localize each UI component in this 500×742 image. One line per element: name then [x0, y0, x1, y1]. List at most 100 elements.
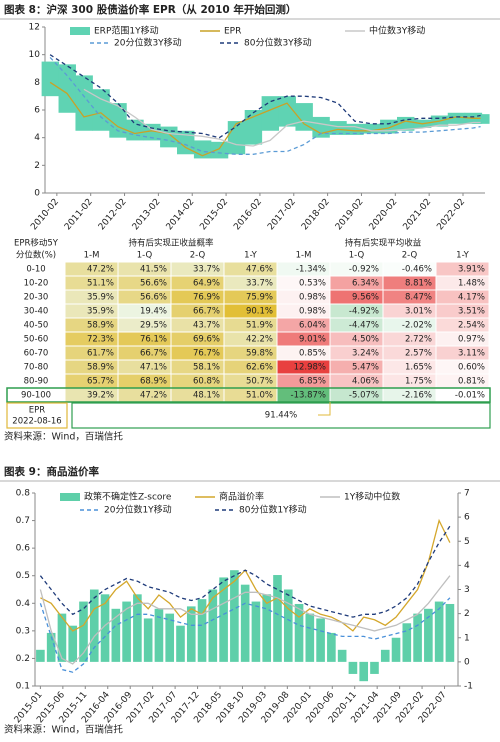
cell-value: 51.1% [87, 279, 114, 289]
cell [65, 318, 118, 332]
y-tick-label: 0.5 [16, 571, 30, 581]
cell [65, 346, 118, 360]
bar [197, 599, 207, 662]
x-tick-label: 2011-02 [63, 197, 95, 232]
cell [118, 374, 171, 388]
cell [436, 346, 489, 360]
cell-value: 47.2% [87, 265, 114, 275]
x-tick-label: 2018-02 [300, 197, 332, 232]
cell-value: 2.54% [458, 321, 485, 331]
cell-value: 19.4% [140, 307, 167, 317]
cell [65, 290, 118, 304]
sub-header: 1-Q [137, 251, 153, 261]
cell-value: -1.34% [296, 265, 326, 275]
cell-value: 47.6% [246, 265, 273, 275]
cell-value: 8.47% [405, 293, 432, 303]
y2-tick-label: 3 [464, 585, 470, 595]
range-band [58, 64, 76, 113]
bar [273, 575, 282, 662]
source-note: 资料来源：Wind，百瑞信托 [4, 724, 123, 736]
x-tick-label: 2020-02 [368, 197, 400, 232]
range-band [177, 130, 195, 155]
cell-value: -4.92% [349, 307, 379, 317]
sub-header: 1-M [84, 251, 100, 261]
bar [262, 594, 272, 662]
legend-label: ERP范围1Y移动 [94, 25, 159, 37]
y2-tick-label: 6 [464, 513, 470, 523]
cell [436, 262, 489, 276]
cell [383, 318, 436, 332]
y-tick-label: 0.2 [16, 654, 30, 664]
cell [277, 332, 330, 346]
bar [391, 637, 401, 662]
cell [171, 374, 224, 388]
cell [171, 304, 224, 318]
cell [436, 388, 489, 402]
cell-value: 4.06% [352, 377, 379, 387]
cell [224, 388, 277, 402]
y2-tick-label: -1 [464, 682, 473, 692]
cell [436, 332, 489, 346]
cell-value: 41.5% [140, 265, 167, 275]
row-label: 70-80 [24, 363, 49, 373]
bar [219, 577, 228, 662]
highlight-row [6, 387, 491, 403]
bar [337, 649, 347, 662]
cell-value: 66.7% [140, 349, 167, 359]
bar [434, 601, 444, 662]
cell [330, 360, 383, 374]
cell [383, 332, 436, 346]
figure-title: 图表 9：商品溢价率 [4, 465, 99, 478]
bar [176, 625, 185, 662]
cell-value: 76.1% [140, 335, 167, 345]
cell [65, 374, 118, 388]
y-tick-label: 2 [34, 161, 40, 171]
bar [79, 601, 88, 662]
group-header: 持有后实现正收益概率 [128, 238, 214, 249]
cell-value: 5.47% [352, 363, 379, 373]
legend-label: 20分位数1Y移动 [104, 504, 172, 516]
y2-tick-label: 4 [464, 561, 470, 571]
legend-swatch [60, 493, 80, 501]
cell [330, 276, 383, 290]
range-band [447, 112, 466, 124]
cell-value: 47.1% [140, 363, 167, 373]
row-label: 10-20 [24, 279, 49, 289]
cell-value: 2.57% [405, 349, 432, 359]
cell-value: 4.50% [352, 335, 379, 345]
bar [186, 606, 196, 662]
cell [383, 304, 436, 318]
cell [277, 318, 330, 332]
cell [436, 374, 489, 388]
range-band [363, 123, 381, 134]
series-line [39, 597, 451, 673]
x-tick-label: 2012-02 [97, 197, 129, 232]
x-tick-label: 2010-02 [29, 197, 61, 232]
cell [65, 262, 118, 276]
cell-value: 9.56% [352, 293, 379, 303]
cell-value: -2.02% [402, 321, 432, 331]
y-tick-label: 0.1 [16, 682, 30, 692]
bar [68, 625, 78, 662]
legend-label: 20分位数3Y移动 [114, 37, 182, 49]
cell-value: 1.48% [458, 279, 485, 289]
row-label: 80-90 [24, 377, 49, 387]
bar [111, 608, 121, 662]
bar [46, 632, 56, 662]
cell [330, 262, 383, 276]
cell-value: 72.3% [87, 335, 114, 345]
range-band [329, 121, 347, 135]
legend-label: EPR [224, 27, 241, 37]
bar [89, 589, 99, 662]
bar [230, 570, 239, 662]
bar [359, 661, 369, 682]
cell [330, 388, 383, 402]
range-band [227, 121, 246, 155]
x-tick-label: 2014-02 [165, 197, 197, 232]
cell-value: 0.98% [299, 307, 326, 317]
cell [383, 262, 436, 276]
figure-title: 图表 8：沪深 300 股债溢价率 EPR（从 2010 年开始回测） [4, 3, 296, 16]
cell-value: -0.46% [402, 265, 432, 275]
cell [436, 290, 489, 304]
cell-value: 3.01% [405, 307, 432, 317]
